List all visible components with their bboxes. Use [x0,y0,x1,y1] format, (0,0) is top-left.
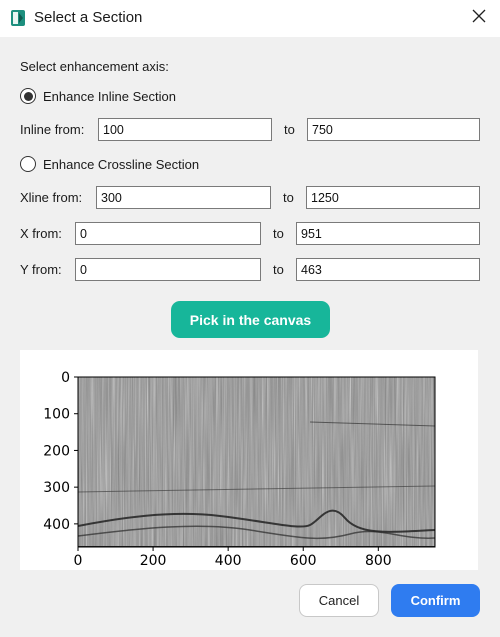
inline-to-input[interactable] [307,118,480,141]
axis-prompt: Select enhancement axis: [20,59,169,74]
confirm-button[interactable]: Confirm [391,584,480,617]
y-tick-label: 100 [43,407,70,423]
inline-to-label: to [284,122,295,137]
inline-from-input[interactable] [98,118,272,141]
x-to-input[interactable] [296,222,480,245]
y-tick-label: 400 [43,517,70,533]
xline-to-input[interactable] [306,186,480,209]
app-icon [11,10,25,26]
inline-radio-label: Enhance Inline Section [43,88,176,104]
inline-radio[interactable]: Enhance Inline Section [20,86,176,106]
close-icon [472,9,486,28]
inline-radio-button[interactable] [20,88,36,104]
title-bar: Select a Section [0,0,500,37]
close-button[interactable] [462,5,496,31]
xline-from-input[interactable] [96,186,271,209]
crossline-radio-label: Enhance Crossline Section [43,156,200,172]
x-from-label: X from: [20,226,62,241]
y-from-input[interactable] [75,258,261,281]
y-to-label: to [273,262,284,277]
xline-from-label: Xline from: [20,190,83,205]
x-tick-label: 200 [140,553,167,569]
y-tick-label: 300 [43,480,70,496]
x-tick-label: 0 [74,553,83,569]
x-from-input[interactable] [75,222,261,245]
window-title: Select a Section [34,9,143,26]
x-to-label: to [273,226,284,241]
y-to-input[interactable] [296,258,480,281]
y-from-label: Y from: [20,262,62,277]
y-tick-label: 0 [61,370,70,386]
inline-from-label: Inline from: [20,122,85,137]
pick-in-canvas-button[interactable]: Pick in the canvas [171,301,330,338]
section-preview-plot[interactable]: 0 200 400 600 800 0 100 200 300 400 [20,350,478,570]
x-tick-label: 800 [365,553,392,569]
y-tick-label: 200 [43,443,70,459]
crossline-radio[interactable]: Enhance Crossline Section [20,154,199,174]
xline-to-label: to [283,190,294,205]
x-tick-label: 400 [215,553,242,569]
cancel-button[interactable]: Cancel [299,584,379,617]
seismic-image [78,377,435,547]
x-tick-label: 600 [290,553,317,569]
crossline-radio-button[interactable] [20,156,36,172]
